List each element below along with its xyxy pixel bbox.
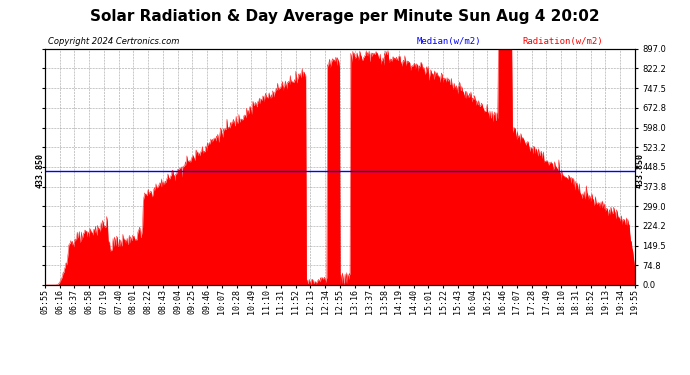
Text: Copyright 2024 Certronics.com: Copyright 2024 Certronics.com [48, 38, 179, 46]
Text: Radiation(w/m2): Radiation(w/m2) [523, 38, 603, 46]
Text: 433.850: 433.850 [35, 153, 44, 188]
Text: 433.850: 433.850 [635, 153, 644, 188]
Text: Solar Radiation & Day Average per Minute Sun Aug 4 20:02: Solar Radiation & Day Average per Minute… [90, 9, 600, 24]
Text: Median(w/m2): Median(w/m2) [417, 38, 481, 46]
